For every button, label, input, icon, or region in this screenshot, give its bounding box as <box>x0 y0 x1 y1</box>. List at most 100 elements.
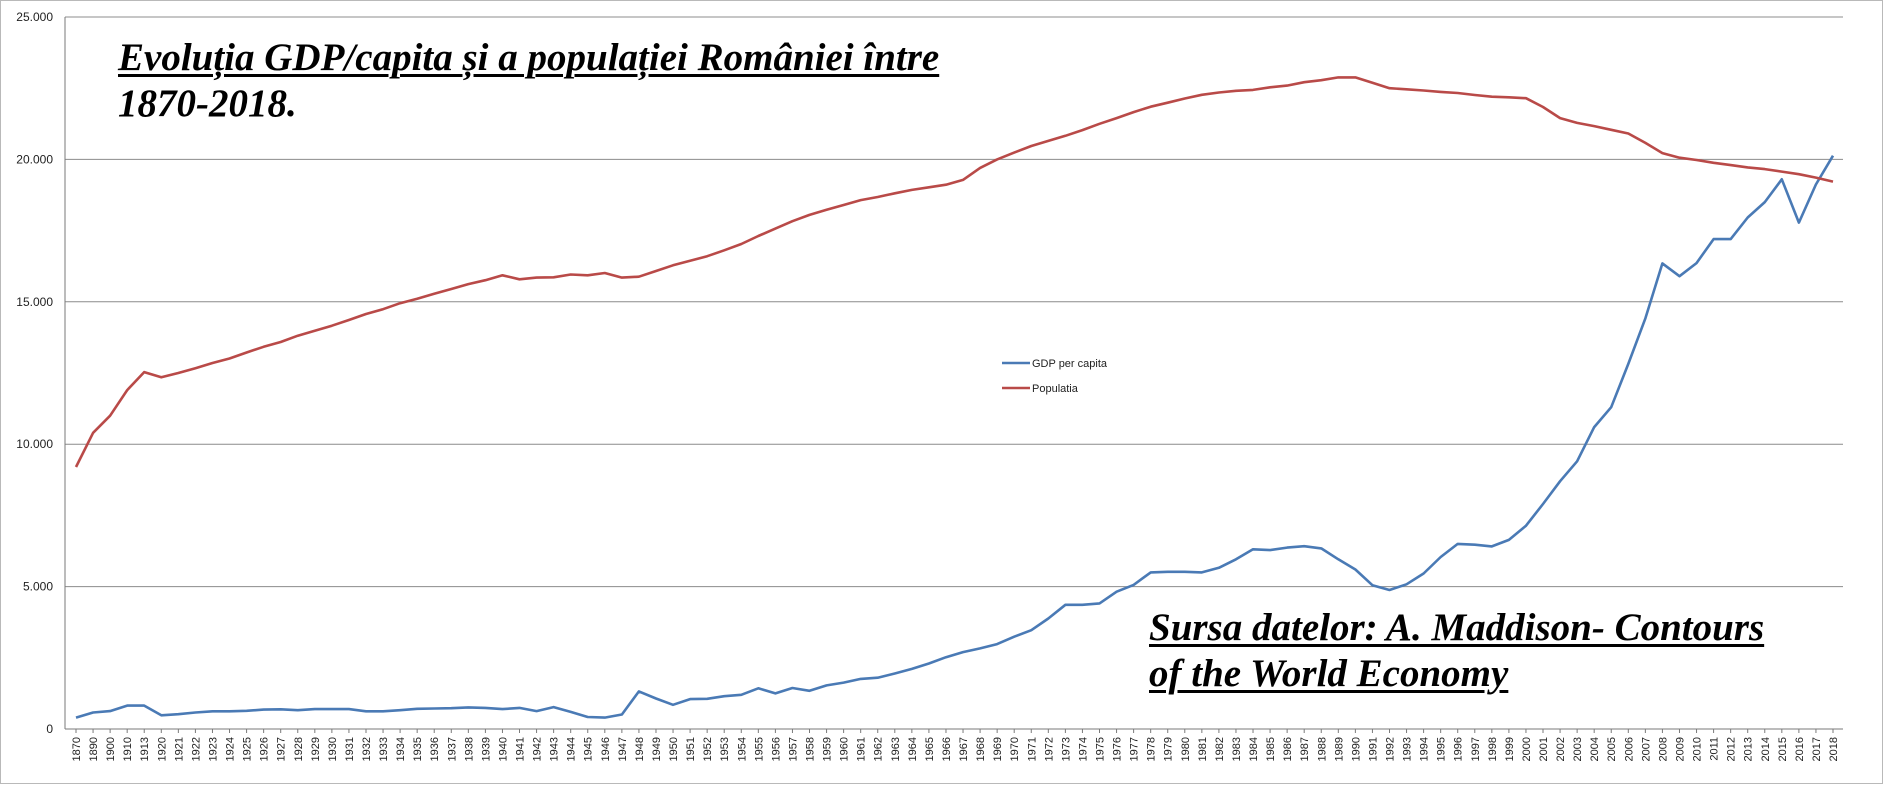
x-tick-label: 1950 <box>668 737 680 761</box>
x-tick-label: 1910 <box>122 737 134 761</box>
x-tick-label: 1951 <box>685 737 697 761</box>
x-tick-label: 1924 <box>225 737 237 761</box>
x-tick-label: 2005 <box>1606 737 1618 761</box>
x-tick-label: 1935 <box>412 737 424 761</box>
x-tick-label: 1974 <box>1077 737 1089 761</box>
x-tick-label: 2015 <box>1777 737 1789 761</box>
x-tick-label: 2000 <box>1521 737 1533 761</box>
x-tick-label: 1934 <box>395 737 407 761</box>
x-tick-label: 1937 <box>446 737 458 761</box>
x-tick-label: 1927 <box>276 737 288 761</box>
x-tick-label: 1913 <box>139 737 151 761</box>
x-tick-label: 1963 <box>890 737 902 761</box>
x-tick-label: 1959 <box>822 737 834 761</box>
x-tick-label: 1960 <box>839 737 851 761</box>
x-tick-label: 1997 <box>1470 737 1482 761</box>
x-tick-label: 1999 <box>1504 737 1516 761</box>
x-tick-label: 2003 <box>1572 737 1584 761</box>
x-tick-label: 1941 <box>515 737 527 761</box>
x-tick-label: 1964 <box>907 737 919 761</box>
x-tick-label: 1992 <box>1384 737 1396 761</box>
x-tick-label: 1931 <box>344 737 356 761</box>
x-tick-label: 1994 <box>1419 737 1431 761</box>
chart-title: Evoluția GDP/capita și a populației Româ… <box>118 35 1018 127</box>
x-tick-label: 1962 <box>873 737 885 761</box>
x-tick-label: 1985 <box>1265 737 1277 761</box>
x-tick-label: 1949 <box>651 737 663 761</box>
x-tick-label: 1932 <box>361 737 373 761</box>
y-tick-label: 20.000 <box>16 152 53 166</box>
x-tick-label: 1971 <box>1026 737 1038 761</box>
x-tick-label: 1970 <box>1009 737 1021 761</box>
x-tick-label: 1995 <box>1436 737 1448 761</box>
x-tick-label: 1939 <box>480 737 492 761</box>
x-tick-label: 2012 <box>1726 737 1738 761</box>
x-tick-label: 2014 <box>1760 737 1772 761</box>
source-annotation-line-2: of the World Economy <box>1149 652 1509 695</box>
x-tick-label: 2011 <box>1709 737 1721 761</box>
x-tick-label: 2016 <box>1794 737 1806 761</box>
x-tick-label: 1966 <box>941 737 953 761</box>
x-tick-label: 1933 <box>378 737 390 761</box>
x-tick-label: 2008 <box>1657 737 1669 761</box>
x-tick-label: 1991 <box>1367 737 1379 761</box>
source-annotation: Sursa datelor: A. Maddison- Contours of … <box>1149 605 1869 697</box>
x-tick-label: 1986 <box>1282 737 1294 761</box>
x-tick-label: 1976 <box>1112 737 1124 761</box>
x-tick-label: 1870 <box>71 737 83 761</box>
x-tick-label: 1890 <box>88 737 100 761</box>
x-tick-label: 1988 <box>1316 737 1328 761</box>
x-tick-label: 1972 <box>1043 737 1055 761</box>
series-line-populatia <box>74 76 1834 468</box>
x-tick-label: 1969 <box>992 737 1004 761</box>
y-tick-label: 15.000 <box>16 295 53 309</box>
series-line-gdp-per-capita <box>75 155 1835 719</box>
x-tick-label: 2006 <box>1623 737 1635 761</box>
x-tick-label: 1967 <box>958 737 970 761</box>
x-tick-label: 1965 <box>924 737 936 761</box>
x-tick-label: 1968 <box>975 737 987 761</box>
x-tick-label: 1982 <box>1214 737 1226 761</box>
y-tick-label: 10.000 <box>16 437 53 451</box>
chart-title-line-1: Evoluția GDP/capita și a populației Româ… <box>118 36 940 79</box>
x-tick-label: 1954 <box>736 737 748 761</box>
x-tick-label: 1928 <box>293 737 305 761</box>
x-tick-label: 1990 <box>1350 737 1362 761</box>
x-tick-label: 2010 <box>1692 737 1704 761</box>
x-tick-label: 1952 <box>702 737 714 761</box>
x-tick-label: 1958 <box>805 737 817 761</box>
x-tick-label: 1998 <box>1487 737 1499 761</box>
y-tick-label: 5.000 <box>23 580 53 594</box>
x-tick-label: 1946 <box>600 737 612 761</box>
x-tick-label: 1930 <box>327 737 339 761</box>
x-tick-label: 1955 <box>753 737 765 761</box>
x-tick-label: 1973 <box>1060 737 1072 761</box>
x-tick-label: 1957 <box>787 737 799 761</box>
x-tick-label: 1943 <box>549 737 561 761</box>
x-tick-label: 2002 <box>1555 737 1567 761</box>
x-tick-label: 1947 <box>617 737 629 761</box>
x-tick-label: 1977 <box>1129 737 1141 761</box>
x-tick-label: 2009 <box>1674 737 1686 761</box>
x-tick-label: 1953 <box>719 737 731 761</box>
x-tick-label: 2004 <box>1589 737 1601 761</box>
x-tick-label: 1942 <box>532 737 544 761</box>
x-tick-label: 2001 <box>1538 737 1550 761</box>
x-tick-label: 1921 <box>173 737 185 761</box>
x-tick-label: 1923 <box>207 737 219 761</box>
x-tick-label: 1987 <box>1299 737 1311 761</box>
x-tick-label: 1929 <box>310 737 322 761</box>
x-tick-label: 1944 <box>566 737 578 761</box>
x-tick-label: 1983 <box>1231 737 1243 761</box>
x-tick-label: 1945 <box>583 737 595 761</box>
y-tick-label: 25.000 <box>16 10 53 24</box>
legend-label: Populatia <box>1032 383 1079 395</box>
x-tick-label: 1940 <box>497 737 509 761</box>
legend-label: GDP per capita <box>1032 358 1108 370</box>
x-tick-label: 1978 <box>1146 737 1158 761</box>
x-tick-label: 1938 <box>463 737 475 761</box>
x-tick-label: 1925 <box>242 737 254 761</box>
source-annotation-line-1: Sursa datelor: A. Maddison- Contours <box>1149 606 1765 649</box>
x-tick-label: 2007 <box>1640 737 1652 761</box>
y-tick-label: 0 <box>46 722 53 736</box>
